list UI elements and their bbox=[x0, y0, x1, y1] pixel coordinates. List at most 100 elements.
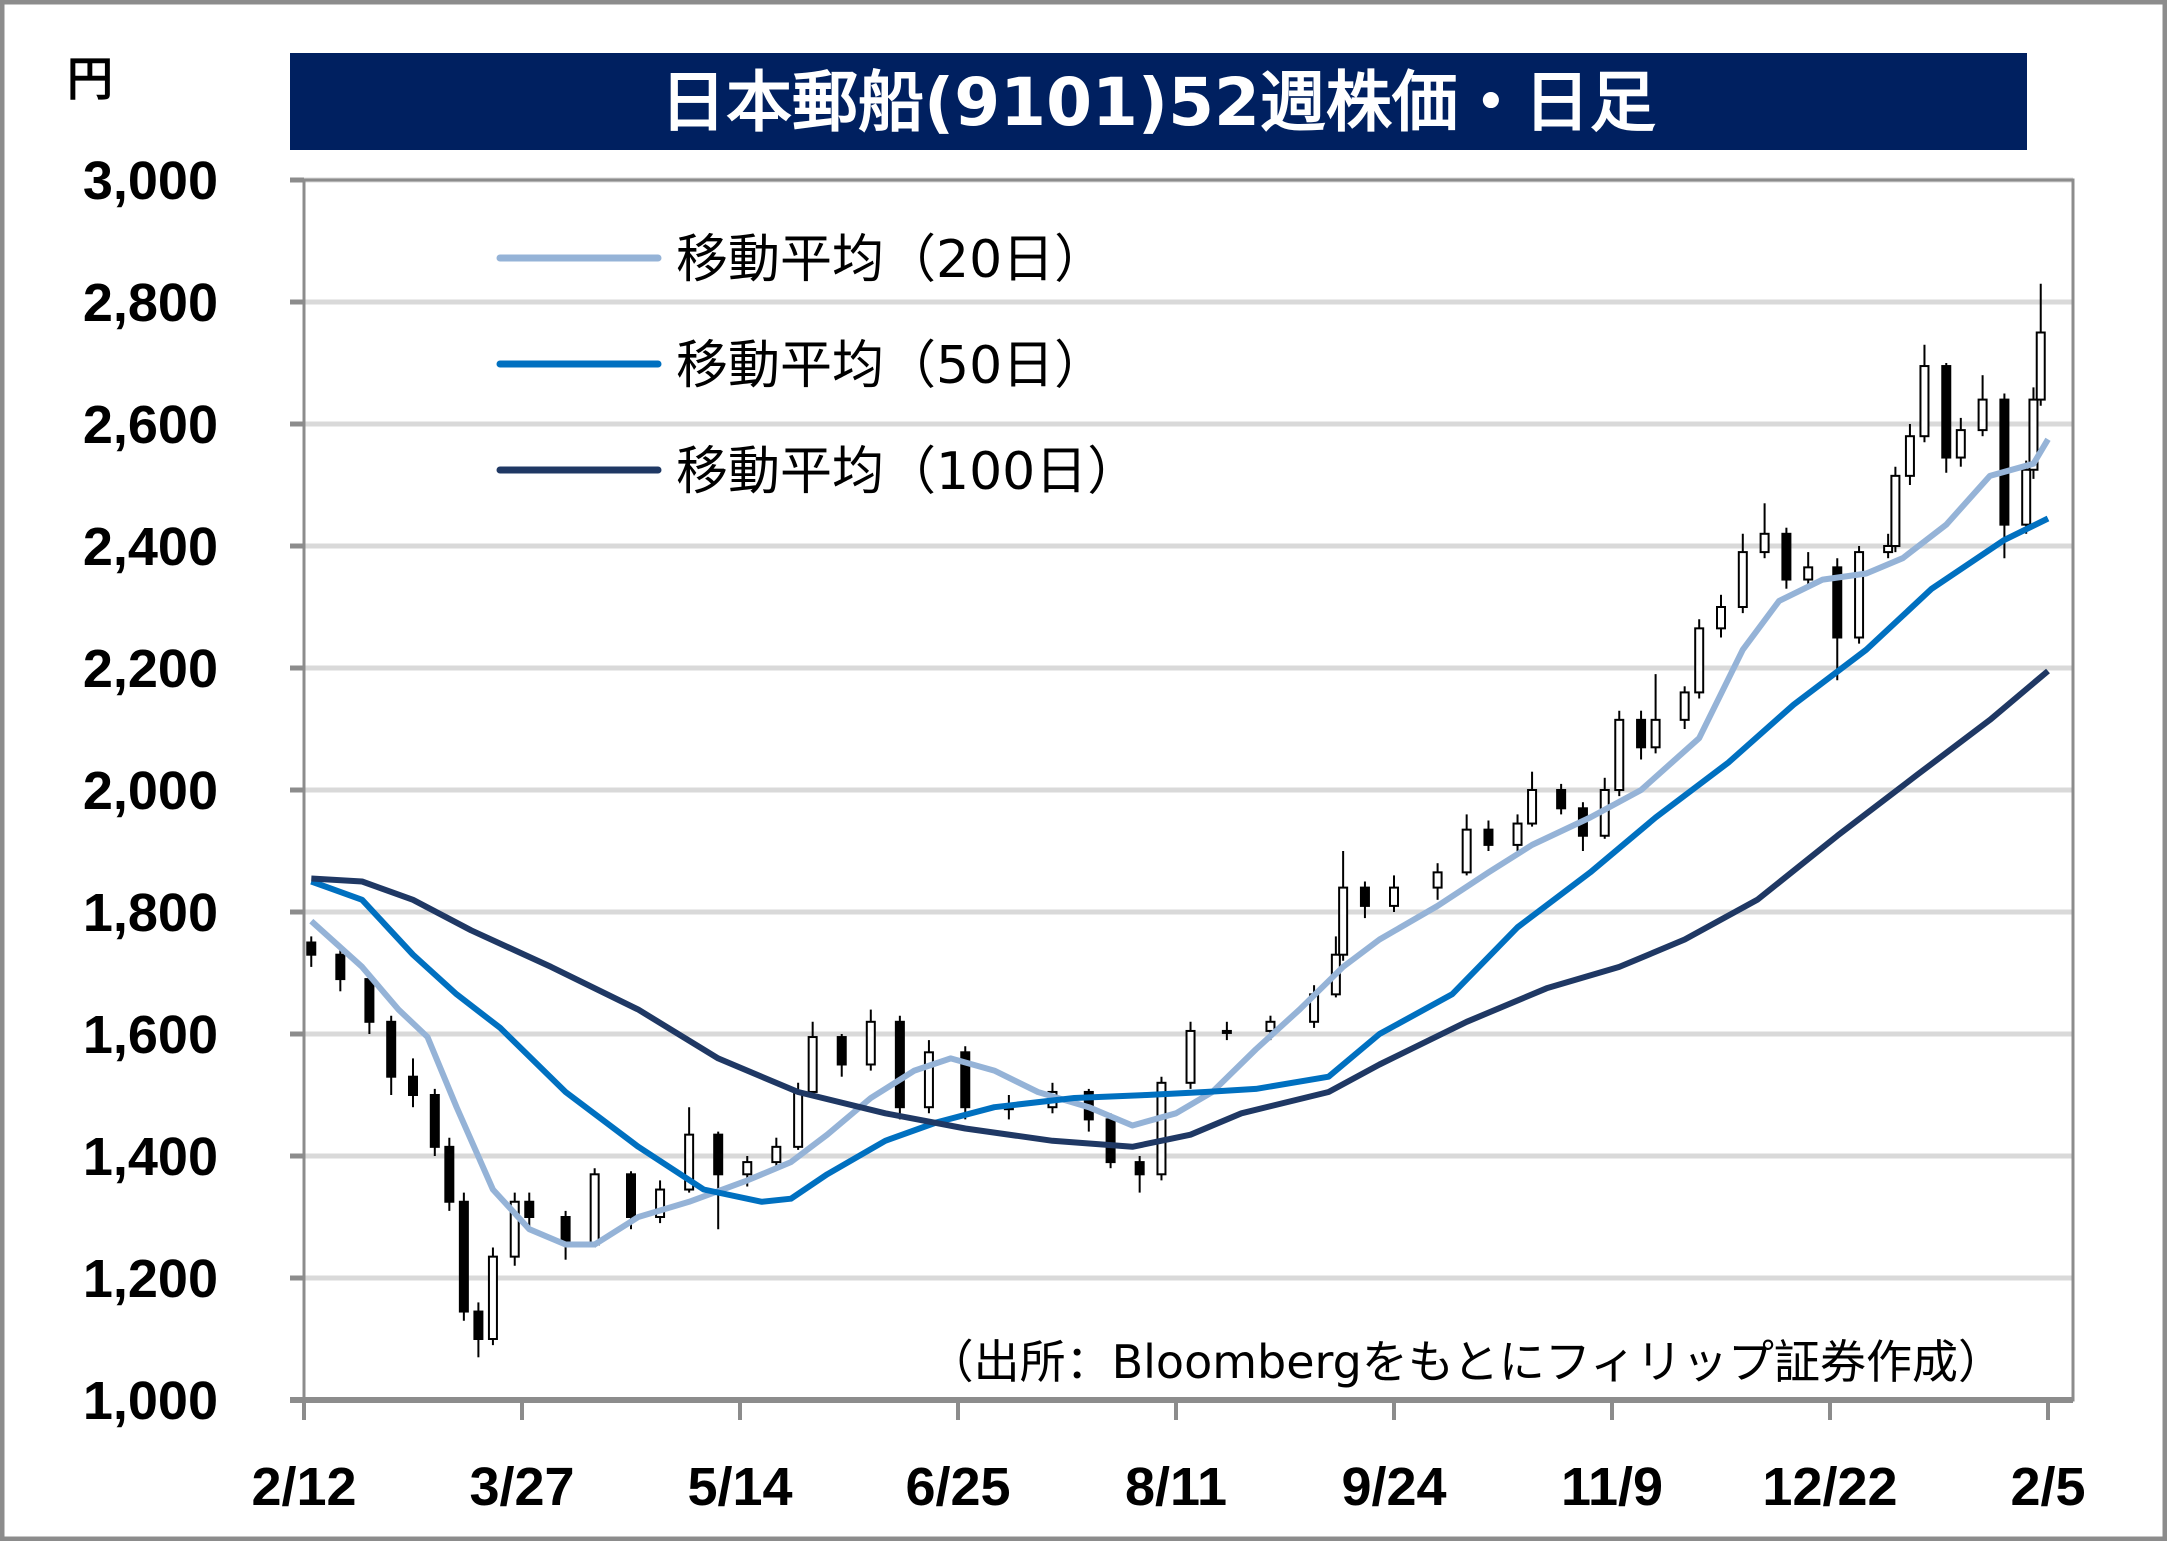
candle-body bbox=[1999, 398, 2010, 526]
candle-body bbox=[626, 1173, 636, 1219]
legend-label: 移動平均（50日） bbox=[676, 336, 1106, 396]
candle-body bbox=[1737, 551, 1748, 608]
candle-body bbox=[509, 1200, 520, 1258]
candle-body bbox=[1854, 551, 1865, 639]
candle bbox=[836, 1034, 847, 1077]
candle-body bbox=[1694, 627, 1705, 694]
candle-body bbox=[1359, 886, 1370, 907]
x-tick-label: 12/22 bbox=[1762, 1457, 1897, 1517]
candle-body bbox=[1338, 886, 1349, 956]
candle bbox=[1781, 527, 1792, 589]
candle bbox=[429, 1088, 440, 1156]
candle-body bbox=[2035, 331, 2046, 401]
candle bbox=[1955, 417, 1966, 467]
candle-body bbox=[1977, 398, 1988, 432]
candle-body bbox=[1185, 1029, 1196, 1084]
candle-body bbox=[473, 1310, 484, 1341]
candle bbox=[1904, 424, 1915, 485]
chart-title: 日本郵船(9101)52週株価・日足 bbox=[660, 64, 1656, 141]
x-tick-label: 11/9 bbox=[1561, 1457, 1663, 1517]
candle bbox=[509, 1192, 520, 1266]
candle-body bbox=[923, 1051, 934, 1109]
candle-body bbox=[458, 1200, 469, 1313]
source-note: （出所：Bloombergをもとにフィリップ証券作成） bbox=[928, 1335, 2004, 1389]
candle-body bbox=[865, 1020, 876, 1066]
candle-body bbox=[1432, 871, 1443, 889]
candle-body bbox=[335, 953, 346, 981]
candle-body bbox=[2028, 398, 2039, 471]
candle-body bbox=[1832, 566, 1843, 639]
candle bbox=[894, 1015, 905, 1120]
candle bbox=[1221, 1021, 1232, 1041]
candle bbox=[713, 1131, 724, 1230]
candle-body bbox=[1156, 1081, 1167, 1176]
candle bbox=[1883, 533, 1894, 559]
candle-body bbox=[960, 1051, 971, 1109]
candle bbox=[1650, 674, 1661, 754]
x-tick-label: 2/12 bbox=[251, 1457, 356, 1517]
candle bbox=[1461, 814, 1472, 876]
candle bbox=[960, 1046, 971, 1120]
y-tick-label: 1,000 bbox=[83, 1371, 218, 1431]
candle-body bbox=[684, 1133, 695, 1191]
candle bbox=[1483, 820, 1494, 851]
candle bbox=[444, 1137, 455, 1211]
y-tick-label: 2,400 bbox=[83, 517, 218, 577]
x-tick-label: 8/11 bbox=[1125, 1457, 1227, 1517]
candle-body bbox=[1512, 822, 1523, 846]
candle bbox=[807, 1021, 818, 1095]
candle-body bbox=[1265, 1020, 1276, 1032]
candle bbox=[1694, 619, 1705, 699]
candle-body bbox=[1527, 789, 1538, 825]
candle-body bbox=[589, 1173, 600, 1246]
candle bbox=[1919, 344, 1930, 443]
candle bbox=[1389, 875, 1399, 912]
candle bbox=[473, 1302, 484, 1358]
candle bbox=[1556, 783, 1567, 815]
candle-body bbox=[1134, 1161, 1145, 1176]
candle-body bbox=[807, 1036, 818, 1093]
candle bbox=[1527, 771, 1538, 827]
candle-body bbox=[2021, 468, 2032, 526]
y-tick-label: 2,800 bbox=[83, 273, 218, 333]
ma-line-0 bbox=[309, 437, 2051, 1248]
x-tick-label: 5/14 bbox=[687, 1457, 792, 1517]
candle bbox=[1890, 466, 1901, 553]
candle bbox=[1803, 552, 1814, 589]
candle-body bbox=[1883, 545, 1894, 554]
candle bbox=[386, 1015, 397, 1095]
title-banner bbox=[290, 53, 2027, 150]
moving-average-lines bbox=[309, 437, 2051, 1248]
candle bbox=[1977, 375, 1988, 437]
candle-body bbox=[487, 1255, 498, 1341]
x-tick-label: 6/25 bbox=[905, 1457, 1010, 1517]
candle-body bbox=[836, 1036, 847, 1066]
y-tick-label: 1,600 bbox=[83, 1005, 218, 1065]
candle bbox=[865, 1009, 876, 1071]
y-tick-label: 2,000 bbox=[83, 761, 218, 821]
y-axis: 1,000 1,200 1,400 1,600 1,800 2,000 2,200 2,400… bbox=[83, 151, 304, 1431]
candle bbox=[335, 948, 346, 992]
candle bbox=[1359, 881, 1370, 919]
candle bbox=[589, 1168, 600, 1248]
candle-body bbox=[771, 1145, 782, 1164]
legend-label: 移動平均（20日） bbox=[676, 230, 1106, 290]
candle-body bbox=[1556, 789, 1567, 810]
candle bbox=[408, 1058, 418, 1108]
candle-body bbox=[444, 1145, 455, 1203]
y-tick-label: 1,200 bbox=[83, 1249, 218, 1309]
candle-body bbox=[306, 941, 317, 956]
ma-line-2 bbox=[311, 668, 2050, 1150]
candle-body bbox=[793, 1090, 804, 1148]
candle-body bbox=[894, 1020, 905, 1109]
candle-body bbox=[1803, 566, 1814, 581]
candle bbox=[1737, 533, 1748, 614]
candle-body bbox=[1389, 886, 1399, 907]
x-tick-label: 2/5 bbox=[2010, 1457, 2085, 1517]
candle-body bbox=[1781, 532, 1792, 581]
candle-body bbox=[1650, 718, 1661, 749]
candle-body bbox=[1904, 435, 1915, 477]
y-tick-label: 2,200 bbox=[83, 639, 218, 699]
candle bbox=[1941, 363, 1952, 473]
